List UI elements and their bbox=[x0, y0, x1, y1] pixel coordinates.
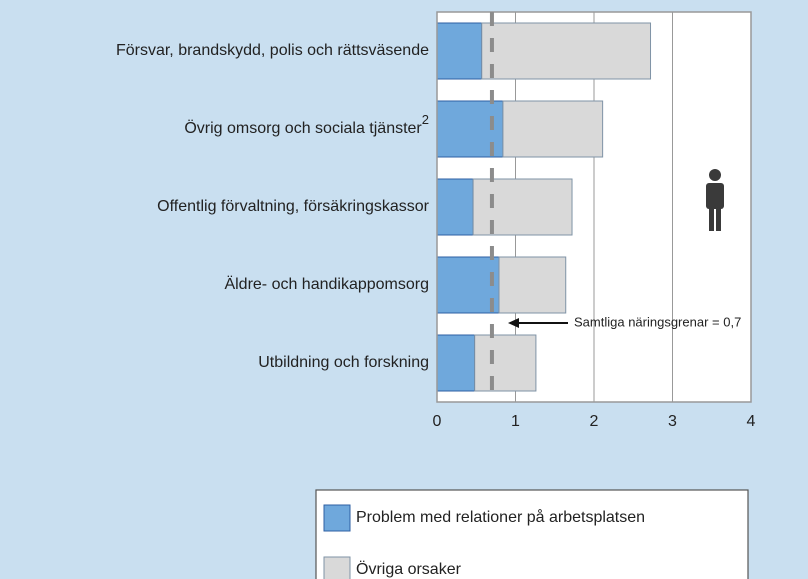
category-label: Försvar, brandskydd, polis och rättsväse… bbox=[116, 42, 429, 59]
category-label: Äldre- och handikappomsorg bbox=[224, 275, 429, 293]
bar-segment bbox=[472, 178, 573, 236]
legend-label: Problem med relationer på arbetsplatsen bbox=[356, 508, 645, 526]
category-text: Försvar, brandskydd, polis och rättsväse… bbox=[116, 42, 429, 59]
bar-segment bbox=[474, 334, 537, 392]
bar-segment bbox=[436, 256, 500, 314]
person-icon bbox=[706, 169, 724, 231]
bar-segment bbox=[436, 334, 476, 392]
x-tick-label: 4 bbox=[747, 413, 756, 430]
category-text: Utbildning och forskning bbox=[258, 354, 429, 371]
category-text: Äldre- och handikappomsorg bbox=[224, 275, 429, 293]
x-tick-label: 0 bbox=[433, 413, 442, 430]
legend-swatch bbox=[323, 504, 351, 532]
bar-segment bbox=[436, 178, 474, 236]
category-text: Övrig omsorg och sociala tjänster bbox=[184, 119, 422, 137]
legend-box bbox=[315, 489, 749, 579]
legend-swatch bbox=[323, 556, 351, 579]
x-tick-label: 2 bbox=[590, 413, 599, 430]
bar-segment bbox=[481, 22, 652, 80]
x-tick-label: 3 bbox=[668, 413, 677, 430]
category-label: Utbildning och forskning bbox=[258, 354, 429, 371]
bar-segment bbox=[502, 100, 604, 158]
annotation: Samtliga näringsgrenar = 0,7 bbox=[574, 314, 741, 329]
footnote-marker: 2 bbox=[422, 112, 429, 127]
plot-border bbox=[436, 11, 752, 403]
bar-segment bbox=[436, 22, 483, 80]
category-label: Övrig omsorg och sociala tjänster2 bbox=[184, 112, 429, 137]
annotation-arrowhead bbox=[508, 318, 519, 328]
category-label: Offentlig förvaltning, försäkringskassor bbox=[157, 198, 430, 215]
x-tick-label: 1 bbox=[511, 413, 520, 430]
bar-segment bbox=[498, 256, 567, 314]
category-text: Offentlig förvaltning, försäkringskassor bbox=[157, 198, 430, 215]
legend-label: Övriga orsaker bbox=[356, 560, 462, 578]
